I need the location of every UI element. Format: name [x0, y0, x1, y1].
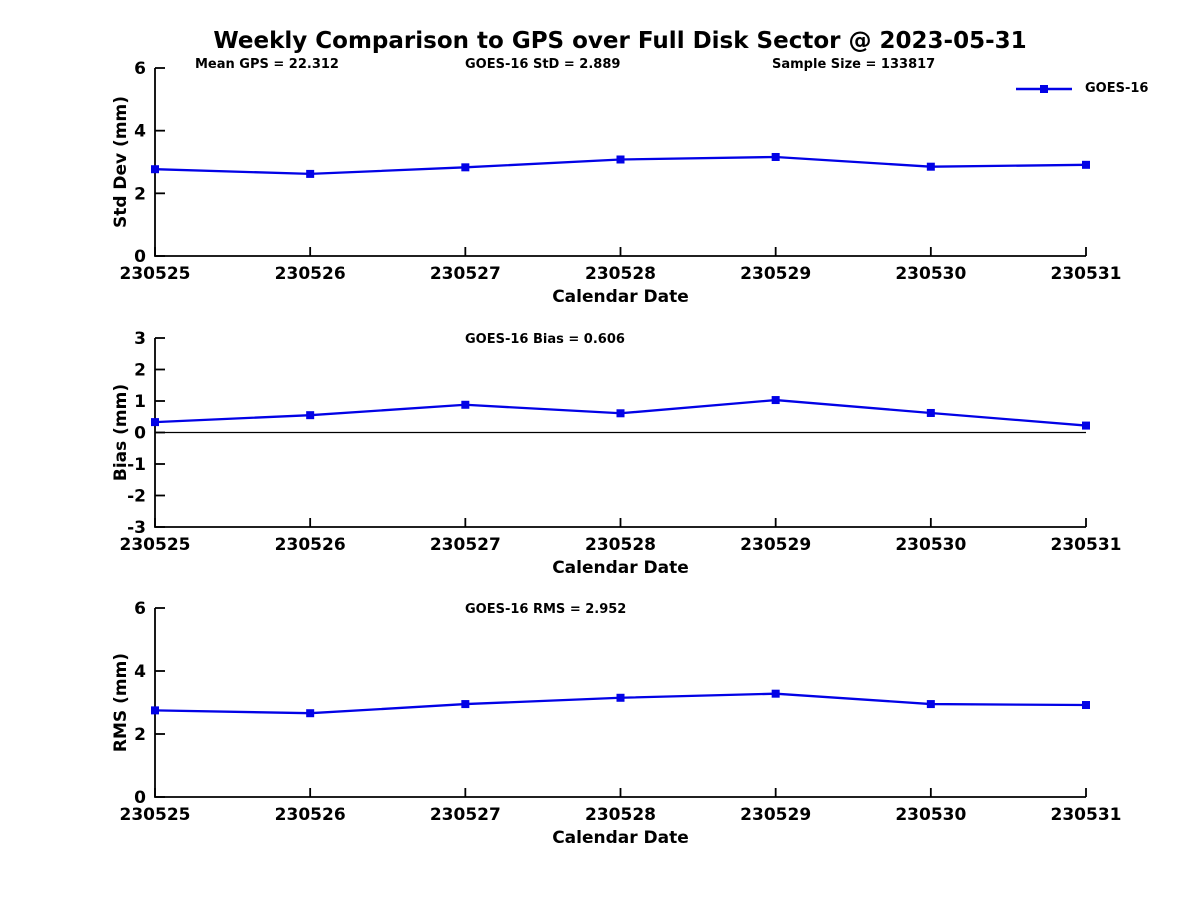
x-tick-label: 230531 — [1051, 805, 1122, 825]
y-tick-label: -2 — [127, 486, 146, 506]
plot-subtitle: GOES-16 RMS = 2.952 — [465, 602, 626, 617]
x-tick-label: 230531 — [1051, 264, 1122, 284]
y-axis-label: Std Dev (mm) — [111, 96, 131, 228]
data-point-marker — [926, 162, 935, 171]
x-axis-label: Calendar Date — [552, 828, 689, 848]
plot-subtitle: GOES-16 Bias = 0.606 — [465, 332, 625, 347]
legend: GOES-16 — [1014, 81, 1148, 96]
data-point-marker — [306, 709, 315, 718]
y-tick-label: 0 — [134, 247, 146, 267]
data-point-marker — [306, 411, 315, 420]
y-tick-label: 6 — [134, 599, 146, 619]
y-tick-label: 4 — [134, 122, 146, 142]
y-tick-label: 1 — [134, 392, 146, 412]
x-axis-label: Calendar Date — [552, 287, 689, 307]
annotation-goes16-std: GOES-16 StD = 2.889 — [465, 57, 621, 72]
x-tick-label: 230529 — [740, 535, 811, 555]
x-tick-label: 230528 — [585, 535, 656, 555]
x-tick-label: 230527 — [430, 535, 501, 555]
y-tick-label: 0 — [134, 423, 146, 443]
y-tick-label: 2 — [134, 725, 146, 745]
x-tick-label: 230526 — [275, 535, 346, 555]
data-point-marker — [771, 396, 780, 405]
x-axis-label: Calendar Date — [552, 558, 689, 578]
data-point-marker — [151, 165, 159, 174]
plot-rms: 0 2 4 6 230525 230526 230527 230528 230529 230530… — [111, 599, 1121, 848]
data-point-marker — [151, 706, 159, 715]
annotation-mean-gps: Mean GPS = 22.312 — [195, 57, 339, 72]
y-tick-label: 2 — [134, 360, 146, 380]
plot-std-dev: 0 2 4 6 230525 230526 230527 230528 230529 230530… — [111, 59, 1121, 307]
data-point-marker — [461, 700, 470, 709]
y-tick-label: -1 — [127, 455, 146, 475]
y-tick-label: -3 — [127, 518, 146, 538]
x-tick-label: 230527 — [430, 264, 501, 284]
y-tick-label: 0 — [134, 788, 146, 808]
x-tick-label: 230526 — [275, 805, 346, 825]
data-point-marker — [151, 418, 159, 427]
data-point-marker — [616, 409, 625, 418]
x-tick-label: 230528 — [585, 264, 656, 284]
page-title: Weekly Comparison to GPS over Full Disk … — [213, 28, 1027, 54]
data-point-marker — [1082, 701, 1090, 710]
y-tick-label: 6 — [134, 59, 146, 79]
x-tick-label: 230525 — [120, 264, 191, 284]
x-tick-label: 230529 — [740, 264, 811, 284]
x-tick-label: 230527 — [430, 805, 501, 825]
x-tick-label: 230530 — [895, 535, 966, 555]
y-tick-label: 2 — [134, 184, 146, 204]
annotation-sample-size: Sample Size = 133817 — [772, 57, 936, 72]
data-point-marker — [926, 700, 935, 709]
x-tick-label: 230530 — [895, 264, 966, 284]
data-point-marker — [1082, 160, 1090, 169]
data-point-marker — [616, 693, 625, 702]
x-tick-label: 230530 — [895, 805, 966, 825]
y-tick-label: 4 — [134, 662, 146, 682]
data-point-marker — [616, 155, 625, 164]
data-point-marker — [461, 163, 470, 172]
legend-label: GOES-16 — [1085, 81, 1149, 96]
data-point-marker — [306, 169, 315, 178]
y-axis-label: Bias (mm) — [111, 384, 131, 481]
plot-bias: -3 -2 -1 0 1 2 3 230525 230526 230527 230528 230529… — [111, 329, 1121, 578]
data-point-marker — [926, 408, 935, 417]
data-point-marker — [771, 152, 780, 161]
x-tick-label: 230529 — [740, 805, 811, 825]
x-tick-label: 230528 — [585, 805, 656, 825]
y-axis-label: RMS (mm) — [111, 653, 131, 752]
x-tick-label: 230525 — [120, 805, 191, 825]
y-tick-label: 3 — [134, 329, 146, 349]
legend-line-marker-icon — [1016, 84, 1072, 93]
x-tick-label: 230525 — [120, 535, 191, 555]
data-point-marker — [1082, 421, 1090, 430]
data-point-marker — [461, 400, 470, 409]
x-tick-label: 230531 — [1051, 535, 1122, 555]
x-tick-label: 230526 — [275, 264, 346, 284]
data-point-marker — [771, 689, 780, 698]
